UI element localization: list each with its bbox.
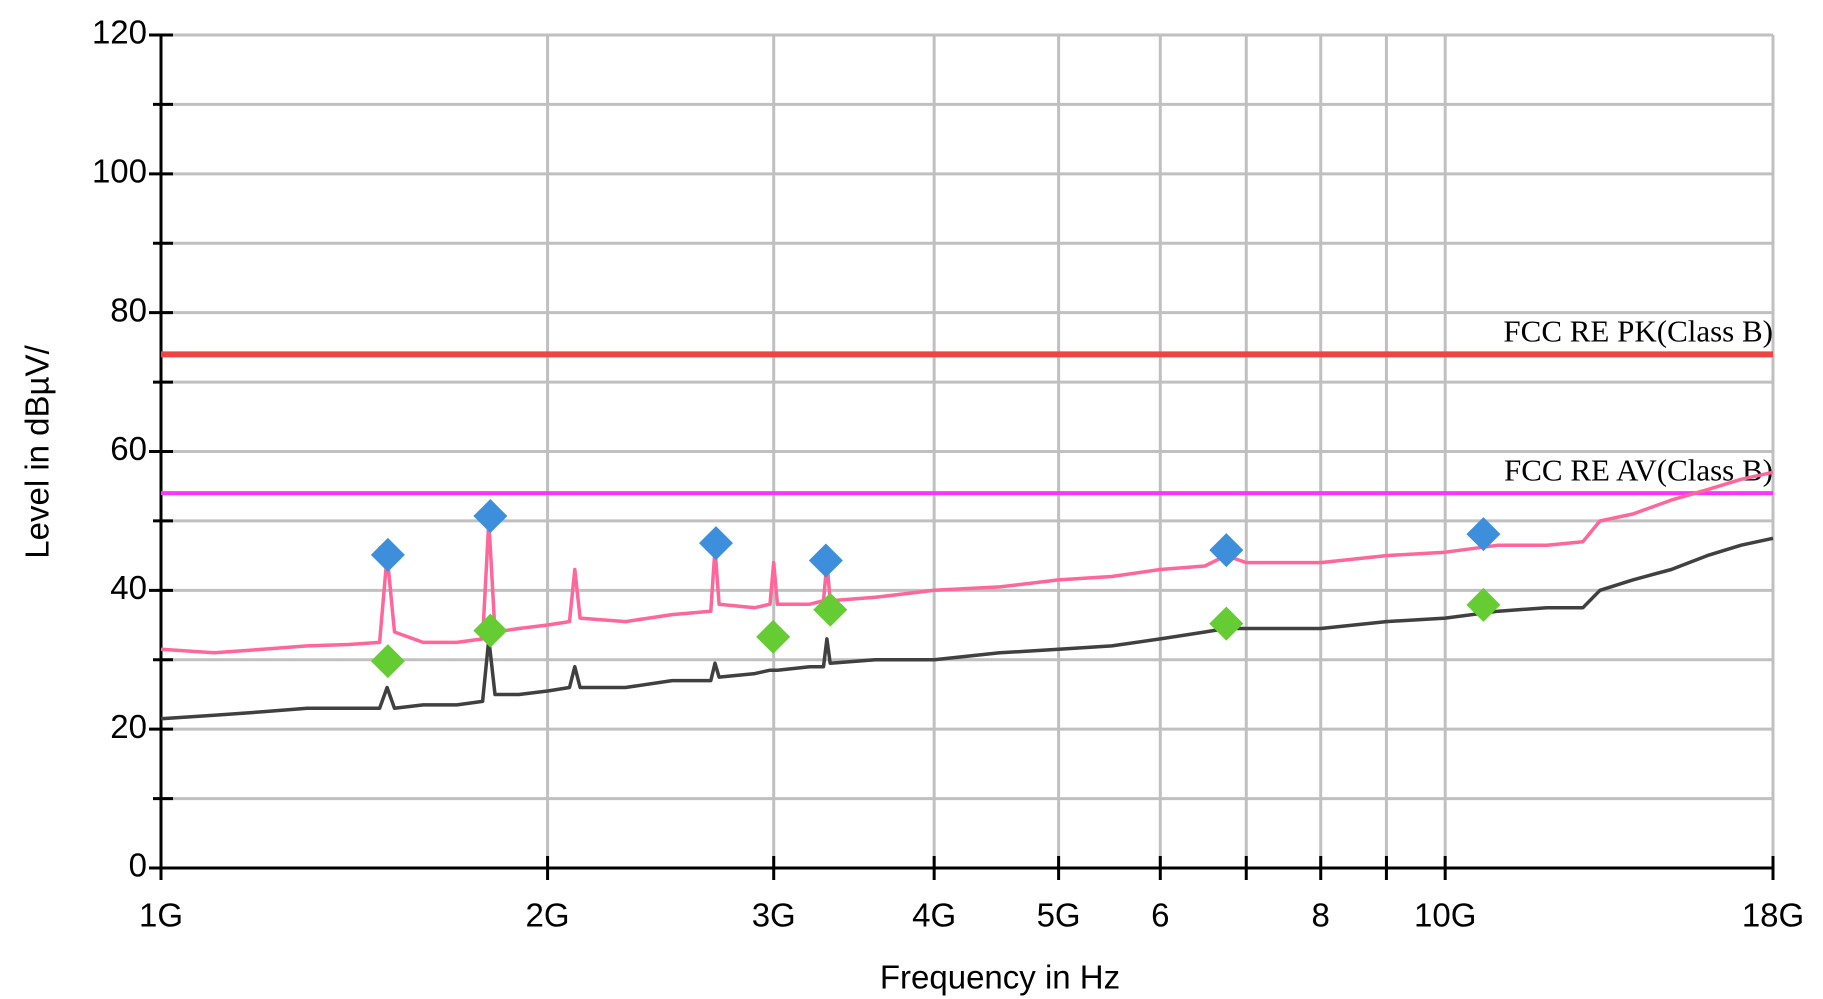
trace-line: [160, 536, 1774, 721]
marker: [370, 537, 405, 572]
y-tick-label: 100: [92, 153, 147, 190]
x-tick-label: 5G: [1037, 897, 1081, 934]
marker: [1466, 587, 1501, 622]
marker: [1466, 517, 1501, 552]
x-tick-label: 1G: [139, 897, 183, 934]
trace-line: [160, 470, 1774, 655]
x-tick-label: 2G: [526, 897, 570, 934]
x-tick-label: 4G: [912, 897, 956, 934]
marker: [1209, 533, 1244, 568]
y-axis-title: Level in dBµV/: [19, 344, 56, 558]
limit-label: FCC RE PK(Class B): [1503, 313, 1773, 348]
marker: [473, 499, 508, 534]
x-tick-label: 8: [1312, 897, 1330, 934]
y-tick-label: 0: [129, 847, 147, 884]
y-tick-label: 20: [110, 708, 147, 745]
y-tick-label: 60: [110, 430, 147, 467]
marker: [698, 526, 733, 561]
marker: [473, 613, 508, 648]
y-tick-label: 80: [110, 291, 147, 328]
x-tick-label: 3G: [752, 897, 796, 934]
x-tick-label: 18G: [1742, 897, 1804, 934]
marker: [370, 644, 405, 679]
marker: [756, 619, 791, 654]
marker: [813, 592, 848, 627]
limit-label: FCC RE AV(Class B): [1504, 452, 1773, 487]
x-tick-label: 6: [1151, 897, 1169, 934]
y-tick-label: 40: [110, 569, 147, 606]
y-tick-label: 120: [92, 14, 147, 51]
marker: [808, 543, 843, 578]
x-tick-label: 10G: [1414, 897, 1476, 934]
x-axis-title: Frequency in Hz: [880, 959, 1120, 996]
marker: [1209, 606, 1244, 641]
